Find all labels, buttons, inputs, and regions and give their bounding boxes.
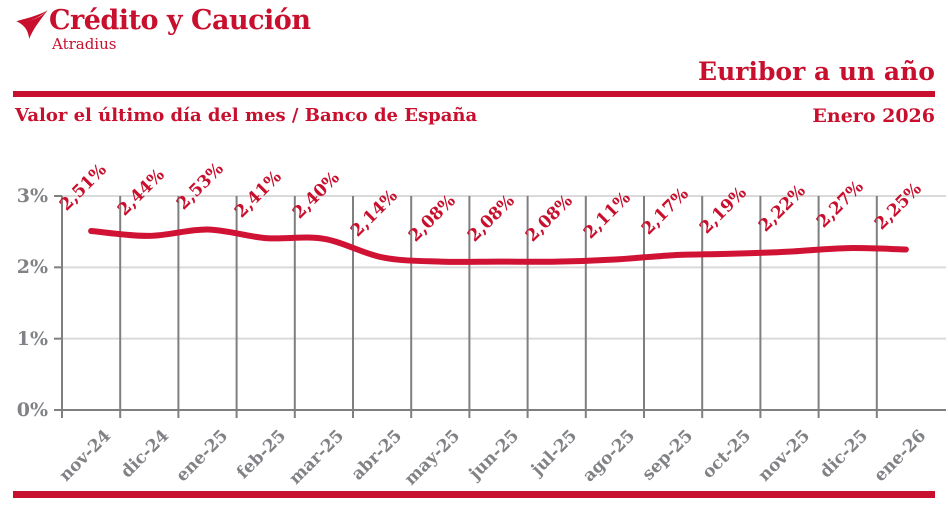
euribor-line-series xyxy=(88,226,909,265)
footer-bar xyxy=(13,491,935,498)
chart-subtitle: Valor el último día del mes / Banco de E… xyxy=(15,105,478,126)
report-date: Enero 2026 xyxy=(812,105,935,127)
y-axis-label: 0% xyxy=(16,399,48,421)
y-axis-label: 1% xyxy=(16,327,48,350)
brand-logo: Crédito y Caución Atradius xyxy=(15,5,311,53)
brand-name: Crédito y Caución xyxy=(49,5,311,36)
brand-logo-icon xyxy=(16,10,48,39)
header-rule xyxy=(13,91,935,97)
page-title: Euribor a un año xyxy=(698,57,935,86)
brand-text-block: Crédito y Caución Atradius xyxy=(49,5,311,53)
y-axis-label: 3% xyxy=(16,185,48,207)
y-axis-label: 2% xyxy=(16,256,48,279)
brand-subname: Atradius xyxy=(52,35,117,53)
